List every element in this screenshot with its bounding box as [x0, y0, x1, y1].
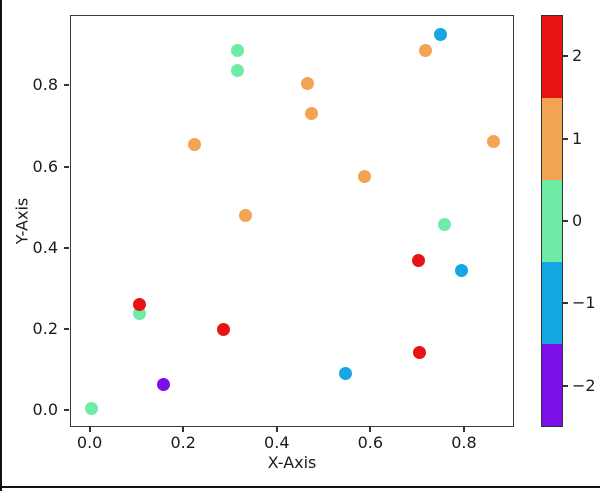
- x-tick-mark: [88, 427, 91, 432]
- colorbar-tick-mark: [563, 55, 568, 58]
- x-tick-label: 0.0: [76, 433, 103, 452]
- colorbar: [541, 15, 563, 427]
- x-tick-label: 0.8: [451, 433, 477, 452]
- x-tick-mark: [275, 427, 278, 432]
- scatter-point: [358, 169, 372, 183]
- scatter-point: [132, 307, 146, 321]
- scatter-point: [411, 253, 425, 267]
- y-tick-label: 0.0: [32, 400, 58, 420]
- x-tick-label: 0.2: [170, 433, 196, 452]
- scatter-point: [454, 263, 468, 277]
- y-tick-mark: [64, 246, 69, 249]
- scatter-point: [132, 298, 146, 312]
- colorbar-tick-mark: [563, 384, 568, 387]
- scatter-point: [217, 322, 231, 336]
- scatter-point: [304, 107, 318, 120]
- scatter-point: [438, 218, 452, 232]
- scatter-point: [434, 27, 448, 41]
- colorbar-tick-label: 1: [572, 128, 583, 148]
- colorbar-segment: [542, 262, 562, 344]
- scatter-point: [487, 134, 501, 148]
- y-tick-mark: [64, 165, 69, 168]
- colorbar-tick-label: 2: [572, 46, 583, 66]
- plot-area: [70, 15, 514, 427]
- scatter-point: [231, 63, 245, 77]
- y-tick-label: 0.8: [32, 75, 58, 95]
- y-tick-label: 0.4: [32, 237, 58, 257]
- x-axis-label: X-Axis: [267, 453, 317, 472]
- screen-border-left: [0, 0, 2, 491]
- scatter-point: [301, 76, 315, 90]
- y-axis-label: Y-Axis: [12, 197, 32, 245]
- scatter-point: [338, 367, 352, 381]
- colorbar-tick-label: −1: [572, 293, 596, 313]
- scatter-point: [418, 44, 432, 58]
- scatter-point: [84, 402, 98, 416]
- colorbar-segment: [542, 16, 562, 98]
- scatter-point: [188, 137, 201, 151]
- x-tick-label: 0.6: [357, 433, 384, 452]
- scatter-point: [231, 44, 245, 58]
- scatter-point: [156, 378, 170, 392]
- y-tick-mark: [64, 84, 69, 87]
- colorbar-segment: [542, 180, 562, 262]
- colorbar-segment: [542, 98, 562, 180]
- y-tick-mark: [64, 409, 69, 412]
- screen-border-bottom: [0, 486, 600, 488]
- scatter-point: [238, 208, 252, 222]
- colorbar-tick-mark: [563, 302, 568, 305]
- x-tick-label: 0.4: [264, 433, 290, 452]
- colorbar-tick-label: 0: [572, 211, 583, 230]
- x-tick-mark: [462, 427, 465, 432]
- colorbar-tick-label: −2: [572, 375, 596, 395]
- colorbar-tick-mark: [563, 220, 568, 222]
- x-tick-mark: [369, 427, 372, 432]
- y-tick-mark: [64, 328, 69, 331]
- colorbar-tick-mark: [563, 137, 568, 140]
- colorbar-segment: [542, 344, 562, 426]
- scatter-point: [413, 346, 427, 360]
- x-tick-mark: [182, 427, 185, 432]
- y-tick-label: 0.6: [32, 156, 58, 176]
- y-tick-label: 0.2: [32, 319, 58, 339]
